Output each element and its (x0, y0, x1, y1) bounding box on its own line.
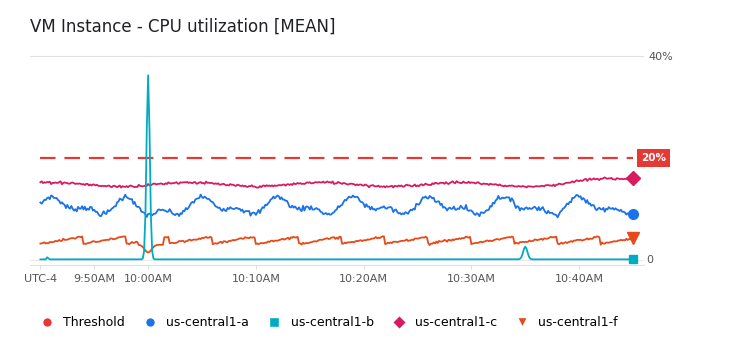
Text: 20%: 20% (641, 153, 666, 163)
Text: VM Instance - CPU utilization [MEAN]: VM Instance - CPU utilization [MEAN] (30, 17, 335, 36)
Text: 0: 0 (647, 255, 653, 265)
Legend: Threshold, us-central1-a, us-central1-b, us-central1-c, us-central1-f: Threshold, us-central1-a, us-central1-b,… (30, 311, 623, 334)
